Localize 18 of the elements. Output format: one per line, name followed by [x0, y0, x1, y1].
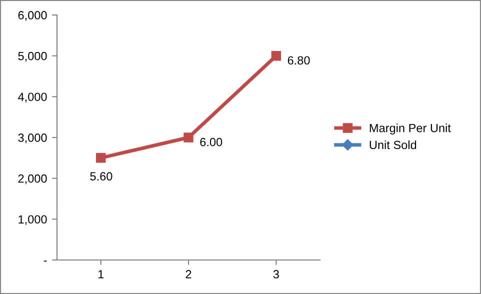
y-tick-label: 6,000 [18, 11, 47, 21]
legend-label: Margin Per Unit [370, 124, 451, 135]
legend-label: Unit Sold [370, 140, 416, 150]
y-tick-label: - [44, 260, 47, 262]
y-tick-label: 5,000 [18, 52, 47, 62]
annotation: 6.00 [200, 138, 222, 146]
x-tick-label: 1 [98, 270, 104, 278]
point [271, 50, 282, 61]
x-tick-label: 3 [273, 270, 279, 278]
point [184, 132, 194, 142]
y-tick-label: 3,000 [18, 134, 47, 144]
y-tick-label: 2,000 [18, 174, 47, 184]
annotation: 5.60 [90, 172, 112, 181]
y-tick-label: 1,000 [18, 215, 47, 225]
y-tick-label: 4,000 [18, 92, 47, 102]
annotation: 6.80 [288, 56, 310, 65]
x-tick-label: 2 [186, 270, 192, 278]
point [96, 153, 106, 163]
